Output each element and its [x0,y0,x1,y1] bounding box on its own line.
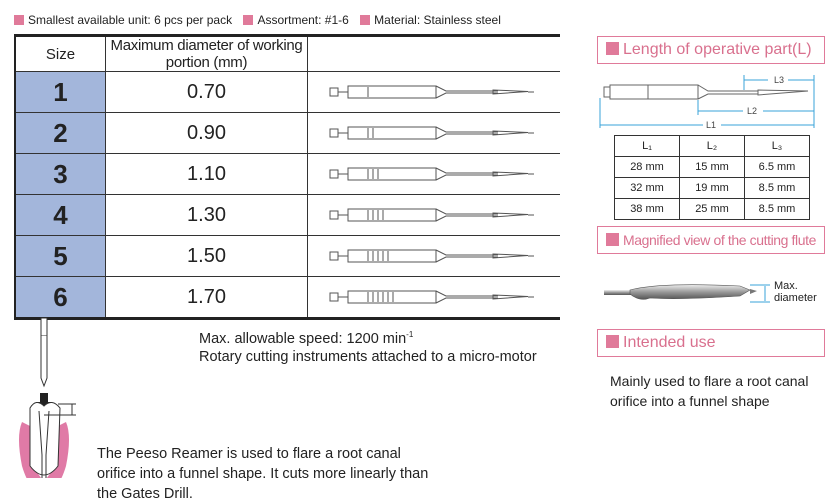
peeso-reamer-image [329,249,534,263]
len-cell: 8.5 mm [744,198,810,220]
info-assortment: Assortment: #1-6 [243,13,349,27]
len-cell: 28 mm [614,156,680,178]
len-header: L₃ [744,135,810,157]
len-cell: 38 mm [614,198,680,220]
length-diagram: L3 L2 L1 [599,75,815,130]
peeso-reamer-image [329,126,534,140]
use-section-title: Intended use [597,329,825,357]
length-title-text: Length of operative part(L) [623,41,812,58]
table-row: 3 1.10 [14,153,560,195]
size-cell: 1 [14,71,106,113]
instrument-image-cell [307,153,560,195]
info-material-text: Material: Stainless steel [374,13,501,27]
len-cell: 8.5 mm [744,177,810,199]
len-header: L₁ [614,135,680,157]
diameter-cell: 0.70 [105,71,308,113]
size-cell: 6 [14,276,106,319]
intended-use-text: Mainly used to flare a root canal orific… [610,373,809,409]
pink-square-icon [14,15,24,25]
tooth-diagram [19,317,76,478]
peeso-reamer-image [329,290,534,304]
instrument-image-cell [307,276,560,319]
table-row: 1 0.70 [14,71,560,113]
speed-unit-exponent: -1 [406,330,414,339]
table-header-row: Size Maximum diameter of working portion… [14,35,560,72]
header-diameter: Maximum diameter of working portion (mm) [105,35,308,72]
pink-square-icon [243,15,254,25]
peeso-reamer-image [329,167,534,181]
max-diameter-arrow-icon [760,284,770,303]
max-diameter-label: Max. diameter [774,280,817,304]
len-header: L₂ [679,135,745,157]
size-table: Size Maximum diameter of working portion… [14,34,560,320]
l2-label: L2 [747,106,757,116]
info-material: Material: Stainless steel [360,13,501,27]
length-table: L₁ L₂ L₃ 28 mm 15 mm 6.5 mm 32 mm 19 mm 8.5 mm… [614,135,810,220]
pink-square-icon [606,335,619,348]
pink-square-icon [606,233,619,246]
table-row: 2 0.90 [14,112,560,154]
info-unit-text: Smallest available unit: 6 pcs per pack [28,13,233,27]
len-cell: 32 mm [614,177,680,199]
length-section-title: Length of operative part(L) [597,36,825,64]
len-cell: 6.5 mm [744,156,810,178]
flute-title-text: Magnified view of the cutting flute [623,232,817,248]
instrument-image-cell [307,71,560,113]
info-assortment-text: Assortment: #1-6 [257,13,349,27]
diameter-label: diameter [774,292,817,304]
len-cell: 25 mm [679,198,745,220]
info-unit: Smallest available unit: 6 pcs per pack [14,13,232,27]
speed-text: Max. allowable speed: 1200 min-1 [199,325,413,349]
l3-label: L3 [774,75,784,85]
peeso-reamer-image [329,85,534,99]
l1-label: L1 [706,120,716,130]
product-info-bar: Smallest available unit: 6 pcs per pack … [14,13,509,27]
diameter-cell: 1.30 [105,194,308,236]
arrow-down-icon [36,393,52,412]
pink-square-icon [360,15,371,25]
len-cell: 15 mm [679,156,745,178]
speed-value: Max. allowable speed: 1200 min [199,330,407,347]
instrument-image-cell [307,112,560,154]
size-cell: 4 [14,194,106,236]
table-row: 6 1.70 [14,276,560,319]
diameter-cell: 1.70 [105,276,308,319]
size-cell: 5 [14,235,106,277]
diameter-cell: 0.90 [105,112,308,154]
size-cell: 2 [14,112,106,154]
description-text: The Peeso Reamer is used to flare a root… [97,446,429,502]
header-size: Size [14,35,106,72]
size-cell: 3 [14,153,106,195]
instrument-image-cell [307,194,560,236]
max-label: Max. [774,280,798,292]
len-cell: 19 mm [679,177,745,199]
use-title-text: Intended use [623,334,716,351]
table-row: 4 1.30 [14,194,560,236]
cutting-flute-image [604,284,760,303]
peeso-reamer-image [329,208,534,222]
rotary-text: Rotary cutting instruments attached to a… [199,349,537,365]
instrument-image-cell [307,235,560,277]
pink-square-icon [606,42,619,55]
table-row: 5 1.50 [14,235,560,277]
diameter-cell: 1.10 [105,153,308,195]
flute-section-title: Magnified view of the cutting flute [597,226,825,254]
diameter-cell: 1.50 [105,235,308,277]
header-image [307,35,560,72]
